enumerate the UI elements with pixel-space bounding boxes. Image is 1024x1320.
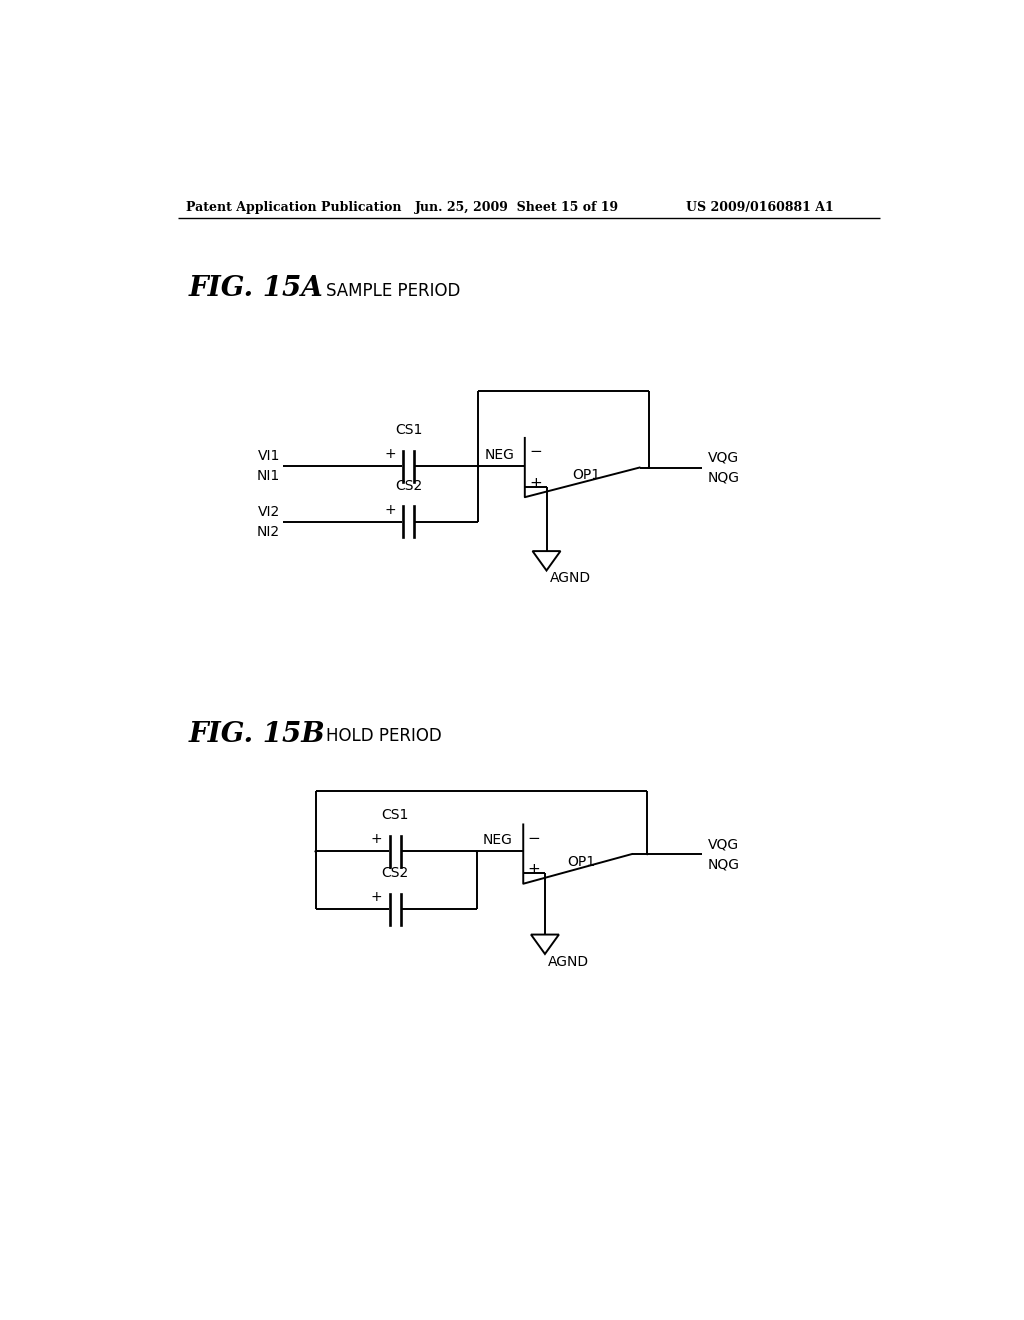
Text: +: + — [527, 862, 541, 878]
Text: NI2: NI2 — [257, 525, 280, 539]
Text: Jun. 25, 2009  Sheet 15 of 19: Jun. 25, 2009 Sheet 15 of 19 — [415, 201, 618, 214]
Text: HOLD PERIOD: HOLD PERIOD — [326, 726, 441, 744]
Text: +: + — [371, 890, 383, 904]
Text: NI1: NI1 — [257, 470, 280, 483]
Text: NEG: NEG — [484, 447, 514, 462]
Text: AGND: AGND — [550, 572, 591, 585]
Text: VQG: VQG — [708, 837, 739, 851]
Text: −: − — [529, 445, 542, 459]
Text: NQG: NQG — [708, 857, 739, 871]
Text: CS2: CS2 — [382, 866, 409, 880]
Text: FIG. 15A: FIG. 15A — [188, 276, 324, 302]
Text: +: + — [371, 832, 383, 846]
Text: AGND: AGND — [548, 954, 589, 969]
Text: NEG: NEG — [483, 833, 513, 847]
Text: −: − — [527, 830, 541, 846]
Text: CS2: CS2 — [395, 479, 422, 492]
Text: VQG: VQG — [708, 450, 739, 465]
Text: OP1: OP1 — [567, 855, 595, 869]
Text: CS1: CS1 — [395, 424, 422, 437]
Text: Patent Application Publication: Patent Application Publication — [186, 201, 401, 214]
Text: CS1: CS1 — [382, 808, 409, 822]
Text: VI1: VI1 — [257, 449, 280, 463]
Text: +: + — [384, 503, 395, 516]
Text: US 2009/0160881 A1: US 2009/0160881 A1 — [686, 201, 834, 214]
Text: FIG. 15B: FIG. 15B — [188, 721, 326, 747]
Text: SAMPLE PERIOD: SAMPLE PERIOD — [326, 281, 460, 300]
Text: NQG: NQG — [708, 471, 739, 484]
Text: +: + — [529, 475, 542, 491]
Text: +: + — [384, 447, 395, 461]
Text: OP1: OP1 — [572, 469, 600, 482]
Text: VI2: VI2 — [258, 504, 280, 519]
